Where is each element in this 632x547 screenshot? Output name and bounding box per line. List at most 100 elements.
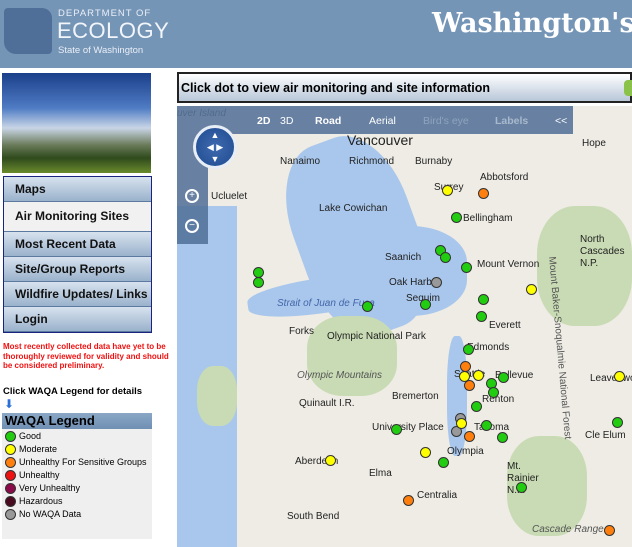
zoom-in-icon[interactable]: + (185, 189, 199, 203)
menu-item-site-group-reports[interactable]: Site/Group Reports (4, 257, 151, 282)
road-button[interactable]: Road (315, 115, 342, 127)
map-place-label: Strait of Juan de Fuca (277, 298, 375, 309)
air-monitoring-map[interactable]: uver IslandVancouverRichmondBurnabyNanai… (177, 106, 632, 547)
map-toolbar: 2D 3D Road Aerial Bird's eye Labels << (177, 106, 573, 134)
legend-label: Unhealthy For Sensitive Groups (19, 457, 147, 467)
map-place-label: Leavenworth (590, 373, 632, 384)
monitoring-site-dot[interactable] (438, 457, 449, 468)
monitoring-site-dot[interactable] (420, 299, 431, 310)
zoom-out-icon[interactable]: − (185, 219, 199, 233)
map-place-label: Bellingham (463, 213, 513, 224)
map-place-label: Olympic Mountains (297, 370, 383, 381)
map-place-label: Burnaby (415, 156, 453, 167)
view-3d-button[interactable]: 3D (280, 115, 294, 127)
monitoring-site-dot[interactable] (440, 252, 451, 263)
map-place-label: Renton (482, 394, 515, 405)
legend-dot-icon (5, 431, 16, 442)
monitoring-site-dot[interactable] (362, 301, 373, 312)
monitoring-site-dot[interactable] (516, 482, 527, 493)
legend-dot-icon (5, 496, 16, 507)
menu-item-most-recent-data[interactable]: Most Recent Data (4, 232, 151, 257)
monitoring-site-dot[interactable] (464, 380, 475, 391)
monitoring-site-dot[interactable] (464, 431, 475, 442)
monitoring-site-dot[interactable] (473, 370, 484, 381)
legend-label: Moderate (19, 444, 58, 454)
map-place-label: Sequim (406, 293, 440, 305)
pan-up-icon[interactable]: ▲ (210, 130, 220, 140)
monitoring-site-dot[interactable] (604, 525, 615, 536)
pan-down-icon[interactable]: ▼ (210, 154, 220, 164)
view-2d-button[interactable]: 2D (257, 115, 271, 127)
monitoring-site-dot[interactable] (526, 284, 537, 295)
monitoring-site-dot[interactable] (481, 420, 492, 431)
monitoring-site-dot[interactable] (463, 344, 474, 355)
map-place-label: Vancouver (347, 132, 413, 148)
logo-line2: ECOLOGY (57, 18, 170, 43)
map-place-label: Mount Vernon (477, 259, 540, 270)
map-instruction: Click dot to view air monitoring and sit… (181, 81, 491, 95)
legend-label: Good (19, 431, 42, 441)
map-place-label: Quinault I.R. (299, 398, 355, 409)
legend-item[interactable]: Hazardous (2, 496, 152, 507)
map-place-label: Bellevue (495, 370, 534, 381)
monitoring-site-dot[interactable] (471, 401, 482, 412)
map-place-label: Bremerton (392, 391, 439, 402)
ecology-logo[interactable]: DEPARTMENT OF ECOLOGY State of Washingto… (4, 6, 169, 61)
waqa-legend[interactable]: WAQA Legend Good Moderate Unhealthy For Se… (2, 413, 152, 539)
monitoring-site-dot[interactable] (420, 447, 431, 458)
monitoring-site-dot[interactable] (456, 418, 467, 429)
legend-dot-icon (5, 509, 16, 520)
map-place-label: Hope (582, 138, 606, 149)
preliminary-data-note: Most recently collected data have yet to… (3, 342, 169, 370)
legend-label: No WAQA Data (19, 509, 82, 519)
map-place-label: Cle Elum (585, 430, 626, 441)
legend-item[interactable]: Moderate (2, 444, 152, 455)
monitoring-site-dot[interactable] (451, 212, 462, 223)
monitoring-site-dot[interactable] (488, 387, 499, 398)
menu-item-wildfire-updates-links[interactable]: Wildfire Updates/ Links (4, 282, 151, 307)
monitoring-site-dot[interactable] (431, 277, 442, 288)
menu-item-maps[interactable]: Maps (4, 177, 151, 202)
side-menu: Maps Air Monitoring Sites Most Recent Data… (3, 176, 152, 333)
map-place-label: Richmond (349, 156, 395, 167)
aerial-button[interactable]: Aerial (369, 115, 396, 127)
monitoring-site-dot[interactable] (403, 495, 414, 506)
map-place-label: Nanaimo (280, 156, 321, 167)
logo-line1: DEPARTMENT OF (58, 8, 152, 19)
monitoring-site-dot[interactable] (325, 455, 336, 466)
legend-item[interactable]: Good (2, 431, 152, 442)
map-option-button[interactable] (624, 80, 632, 96)
legend-label: Unhealthy (19, 470, 60, 480)
pan-navigation-control[interactable]: ▲ ◀ ▶ ▼ (193, 125, 237, 169)
birdseye-button[interactable]: Bird's eye (423, 115, 469, 127)
map-instruction-bar: Click dot to view air monitoring and sit… (177, 72, 632, 103)
legend-title[interactable]: WAQA Legend (2, 413, 152, 429)
labels-button[interactable]: Labels (495, 115, 529, 127)
monitoring-site-dot[interactable] (442, 185, 453, 196)
monitoring-site-dot[interactable] (478, 294, 489, 305)
menu-item-air-monitoring-sites[interactable]: Air Monitoring Sites (4, 202, 151, 232)
monitoring-site-dot[interactable] (476, 311, 487, 322)
monitoring-site-dot[interactable] (614, 371, 625, 382)
map-place-label: Ucluelet (211, 191, 248, 202)
map-place-label: Forks (289, 326, 314, 337)
monitoring-site-dot[interactable] (498, 372, 509, 383)
map-place-label: Centralia (417, 490, 458, 501)
monitoring-site-dot[interactable] (478, 188, 489, 199)
monitoring-site-dot[interactable] (497, 432, 508, 443)
site-title: Washington's (432, 8, 632, 39)
monitoring-site-dot[interactable] (612, 417, 623, 428)
monitoring-site-dot[interactable] (253, 277, 264, 288)
legend-item[interactable]: No WAQA Data (2, 509, 152, 520)
pan-left-right-icon[interactable]: ◀ ▶ (206, 142, 224, 152)
mountain-photo (2, 73, 151, 173)
monitoring-site-dot[interactable] (391, 424, 402, 435)
collapse-toolbar-button[interactable]: << (555, 115, 568, 127)
map-place-label: Olympia (447, 446, 484, 457)
legend-item[interactable]: Unhealthy For Sensitive Groups (2, 457, 152, 468)
menu-item-login[interactable]: Login (4, 307, 151, 332)
legend-item[interactable]: Unhealthy (2, 470, 152, 481)
legend-item[interactable]: Very Unhealthy (2, 483, 152, 494)
legend-label: Hazardous (19, 496, 63, 506)
monitoring-site-dot[interactable] (461, 262, 472, 273)
